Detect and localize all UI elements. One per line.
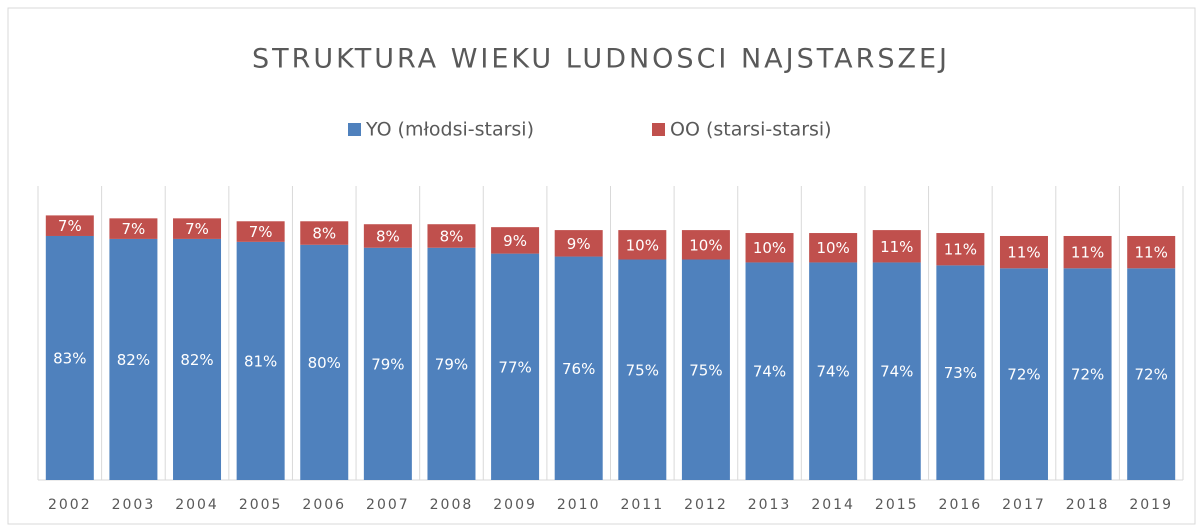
value-label: 10% (753, 239, 786, 257)
value-label: 75% (689, 361, 722, 379)
x-tick-label: 2002 (48, 497, 92, 513)
value-label: 10% (816, 239, 849, 257)
value-label: 7% (249, 223, 273, 241)
value-label: 8% (440, 227, 464, 245)
bar-segment (1063, 235, 1112, 269)
bar-segment (491, 253, 540, 480)
value-label: 80% (308, 354, 341, 372)
legend-label: OO (starsi-starsi) (670, 119, 832, 141)
x-tick-label: 2003 (112, 497, 156, 513)
chart-title: STRUKTURA WIEKU LUDNOSCI NAJSTARSZEJ (252, 44, 950, 75)
value-label: 8% (312, 225, 336, 243)
bar-segment (809, 233, 858, 263)
x-tick-label: 2011 (620, 497, 664, 513)
bar-segment (45, 215, 94, 236)
legend-swatch (652, 123, 665, 136)
bar-segment (681, 230, 730, 260)
bar-segment (936, 265, 985, 480)
value-label: 7% (58, 217, 82, 235)
value-label: 72% (1007, 366, 1040, 384)
bar-segment (554, 230, 603, 257)
value-label: 11% (1007, 244, 1040, 262)
value-label: 9% (503, 232, 527, 250)
x-tick-label: 2017 (1002, 497, 1046, 513)
bar-segment (363, 224, 412, 248)
value-label: 74% (753, 363, 786, 381)
x-tick-label: 2007 (366, 497, 410, 513)
x-tick-label: 2010 (557, 497, 601, 513)
bar-segment (1127, 235, 1176, 269)
x-tick-label: 2014 (811, 497, 855, 513)
bar-segment (999, 235, 1048, 269)
bar-segment (109, 238, 158, 480)
bar-segment (236, 241, 285, 480)
value-label: 7% (122, 220, 146, 238)
value-label: 81% (244, 352, 277, 370)
x-tick-label: 2018 (1066, 497, 1110, 513)
bar-segment (872, 262, 921, 480)
x-tick-label: 2006 (302, 497, 346, 513)
bar-segment (872, 230, 921, 263)
bar-segment (363, 247, 412, 480)
bar-segment (618, 230, 667, 260)
x-tick-label: 2004 (175, 497, 219, 513)
value-label: 8% (376, 227, 400, 245)
legend-swatch (348, 123, 361, 136)
x-tick-label: 2015 (875, 497, 919, 513)
value-label: 75% (626, 361, 659, 379)
bar-segment (936, 233, 985, 266)
value-label: 11% (880, 238, 913, 256)
value-label: 79% (371, 355, 404, 373)
bar-segment (45, 235, 94, 480)
value-label: 72% (1071, 366, 1104, 384)
value-label: 82% (180, 351, 213, 369)
value-label: 7% (185, 220, 209, 238)
x-tick-label: 2013 (748, 497, 792, 513)
value-label: 73% (944, 364, 977, 382)
bar-segment (618, 259, 667, 480)
legend-label: YO (młodsi-starsi) (365, 119, 534, 141)
x-tick-label: 2005 (239, 497, 283, 513)
value-label: 82% (117, 351, 150, 369)
value-label: 79% (435, 355, 468, 373)
bar-segment (236, 221, 285, 242)
x-tick-label: 2016 (939, 497, 983, 513)
bar-segment (554, 256, 603, 480)
value-label: 74% (880, 363, 913, 381)
x-tick-label: 2019 (1129, 497, 1173, 513)
value-label: 10% (689, 236, 722, 254)
bar-segment (109, 218, 158, 239)
bar-segment (173, 238, 222, 480)
bar-segment (809, 262, 858, 480)
value-label: 74% (816, 363, 849, 381)
bar-segment (1127, 268, 1176, 480)
bar-segment (427, 224, 476, 248)
value-label: 11% (1135, 244, 1168, 262)
value-label: 83% (53, 349, 86, 367)
x-tick-label: 2008 (430, 497, 474, 513)
bar-segment (427, 247, 476, 480)
bar-segment (491, 227, 540, 254)
bar-segment (300, 221, 349, 245)
x-tick-label: 2009 (493, 497, 537, 513)
value-label: 72% (1135, 366, 1168, 384)
bar-segment (745, 233, 794, 263)
value-label: 11% (944, 241, 977, 259)
bar-segment (300, 244, 349, 480)
value-label: 9% (567, 235, 591, 253)
bar-segment (173, 218, 222, 239)
bar-segment (1063, 268, 1112, 480)
bar-segment (999, 268, 1048, 480)
value-label: 10% (626, 236, 659, 254)
x-tick-label: 2012 (684, 497, 728, 513)
value-label: 11% (1071, 244, 1104, 262)
bar-segment (681, 259, 730, 480)
value-label: 76% (562, 360, 595, 378)
bar-segment (745, 262, 794, 480)
value-label: 77% (498, 358, 531, 376)
